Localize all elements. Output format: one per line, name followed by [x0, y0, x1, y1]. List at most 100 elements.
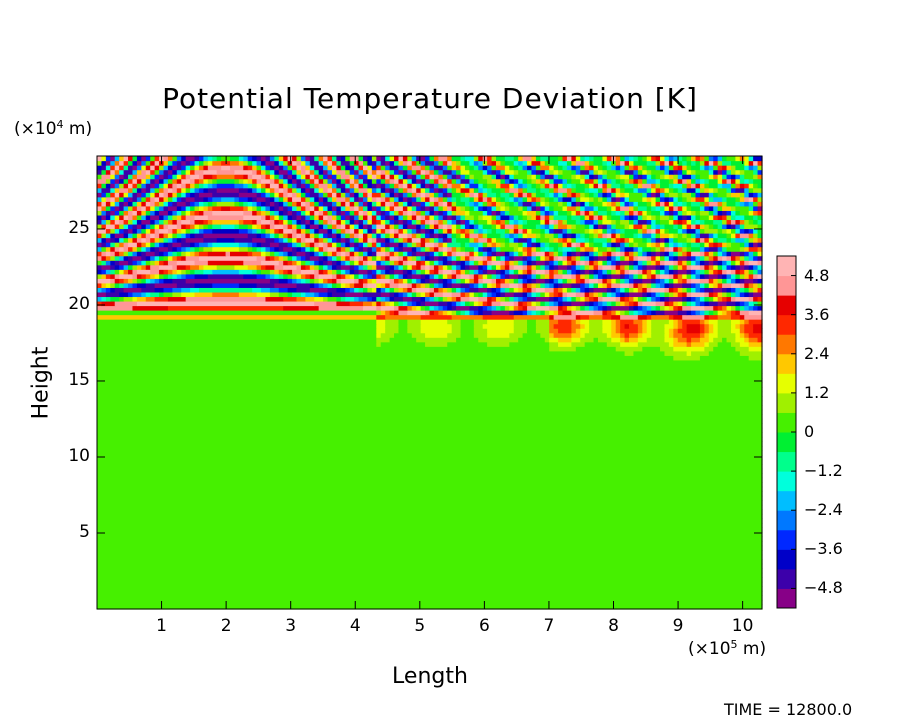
heatmap-cell [535, 323, 550, 329]
heatmap-cell [367, 156, 373, 162]
heatmap-cell [402, 251, 408, 257]
heatmap-cell [269, 242, 280, 248]
heatmap-cell [376, 310, 382, 316]
heatmap-cell [531, 178, 537, 184]
heatmap-cell [753, 264, 759, 270]
heatmap-cell [425, 332, 448, 338]
heatmap-cell [425, 187, 431, 193]
heatmap-cell [385, 237, 391, 243]
heatmap-cell [296, 273, 302, 279]
heatmap-cell [615, 300, 621, 307]
heatmap-cell [500, 196, 506, 202]
heatmap-cell [181, 160, 187, 166]
heatmap-cell [411, 169, 417, 175]
heatmap-cell [575, 269, 581, 275]
heatmap-cell [420, 260, 426, 266]
heatmap-cell [292, 201, 298, 207]
heatmap-cell [274, 237, 280, 243]
heatmap-cell [167, 205, 178, 211]
heatmap-cell [97, 563, 763, 569]
heatmap-cell [128, 246, 134, 252]
heatmap-cell [429, 278, 439, 284]
colorbar-tick-label: 0 [804, 422, 815, 441]
heatmap-cell [673, 278, 679, 284]
heatmap-cell [540, 223, 546, 230]
heatmap-cell [611, 287, 617, 293]
heatmap-cell [433, 255, 439, 261]
heatmap-cell [540, 332, 550, 338]
heatmap-cell [163, 278, 173, 284]
heatmap-cell [97, 359, 763, 365]
heatmap-cell [278, 183, 284, 189]
heatmap-cell [487, 300, 493, 307]
heatmap-cell [238, 269, 253, 275]
heatmap-cell [159, 169, 165, 175]
heatmap-cell [269, 178, 275, 184]
heatmap-cell [380, 183, 386, 189]
heatmap-cell [340, 210, 346, 216]
heatmap-cell [433, 273, 439, 279]
heatmap-cell [624, 192, 630, 198]
heatmap-cell [194, 201, 200, 207]
heatmap-cell [442, 205, 448, 211]
heatmap-cell [456, 160, 462, 166]
heatmap-cell [677, 233, 683, 239]
heatmap-cell [389, 296, 395, 302]
heatmap-cell [159, 269, 165, 275]
heatmap-cell [181, 196, 187, 202]
heatmap-cell [97, 346, 550, 352]
heatmap-cell [371, 237, 377, 243]
heatmap-cell [269, 255, 275, 261]
heatmap-cell [562, 269, 568, 275]
heatmap-cell [602, 273, 608, 279]
heatmap-cell [331, 196, 337, 202]
heatmap-cell [190, 174, 200, 180]
heatmap-cell [181, 237, 187, 243]
heatmap-cell [553, 264, 559, 270]
heatmap-cell [722, 156, 728, 162]
heatmap-cell [420, 237, 426, 243]
heatmap-cell [265, 233, 271, 239]
heatmap-cell [562, 192, 568, 198]
heatmap-cell [651, 214, 657, 221]
heatmap-cell [154, 242, 160, 248]
heatmap-cell [247, 228, 253, 234]
heatmap-cell [283, 269, 289, 275]
heatmap-cell [713, 233, 719, 239]
heatmap-cell [261, 210, 267, 216]
heatmap-cell [367, 160, 373, 166]
heatmap-cell [513, 214, 519, 221]
heatmap-cell [132, 255, 142, 261]
heatmap-cell [97, 192, 103, 198]
heatmap-cell [252, 174, 262, 180]
heatmap-cell [185, 174, 191, 180]
heatmap-cell [708, 291, 714, 298]
heatmap-cell [429, 196, 435, 202]
heatmap-cell [451, 305, 457, 311]
heatmap-cell [668, 246, 674, 252]
heatmap-cell [447, 300, 453, 307]
heatmap-cell [438, 237, 444, 243]
heatmap-cell [562, 296, 568, 302]
heatmap-cell [558, 160, 568, 166]
heatmap-cell [673, 328, 679, 334]
heatmap-cell [558, 337, 572, 343]
heatmap-cell [580, 251, 586, 257]
heatmap-cell [624, 201, 630, 207]
heatmap-cell [682, 264, 688, 270]
heatmap-cell [482, 260, 488, 266]
heatmap-cell [212, 205, 222, 211]
heatmap-cell [176, 219, 182, 225]
heatmap-cell [686, 187, 697, 193]
heatmap-cell [354, 223, 360, 230]
heatmap-cell [473, 319, 488, 325]
heatmap-cell [394, 223, 400, 230]
heatmap-cell [394, 332, 413, 338]
heatmap-cell [340, 214, 346, 221]
heatmap-cell [150, 242, 156, 248]
heatmap-cell [110, 273, 116, 279]
heatmap-cell [584, 201, 590, 207]
heatmap-cell [456, 296, 462, 302]
heatmap-cell [136, 201, 142, 207]
heatmap-cell [620, 169, 626, 175]
